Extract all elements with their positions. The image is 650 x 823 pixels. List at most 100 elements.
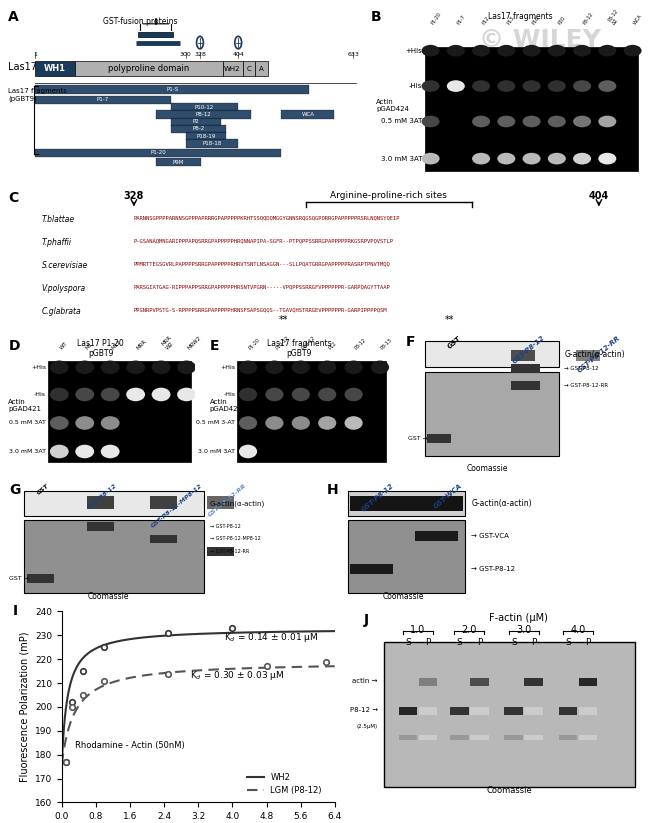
Text: polyproline domain: polyproline domain xyxy=(108,64,189,73)
Text: M12: M12 xyxy=(111,339,122,351)
Text: P1-S: P1-S xyxy=(166,87,179,92)
Text: +His: +His xyxy=(31,365,46,370)
Circle shape xyxy=(371,360,389,374)
Text: M1: M1 xyxy=(84,342,94,351)
Text: Las17 P1-20
pGBT9: Las17 P1-20 pGBT9 xyxy=(77,339,124,358)
FancyBboxPatch shape xyxy=(384,642,635,787)
Text: S: S xyxy=(456,638,462,647)
Circle shape xyxy=(101,388,120,402)
FancyBboxPatch shape xyxy=(75,62,222,76)
Text: GST: GST xyxy=(36,482,50,495)
Text: 3.0 mM 3AT: 3.0 mM 3AT xyxy=(9,449,46,454)
Text: P: P xyxy=(425,638,431,647)
FancyBboxPatch shape xyxy=(419,735,437,741)
Text: GST-P8-12: GST-P8-12 xyxy=(87,482,118,509)
Circle shape xyxy=(235,36,242,49)
Text: G-actin(α-actin): G-actin(α-actin) xyxy=(210,500,265,507)
Circle shape xyxy=(523,45,541,57)
FancyBboxPatch shape xyxy=(425,47,638,171)
Circle shape xyxy=(126,360,145,374)
FancyBboxPatch shape xyxy=(35,62,75,76)
FancyBboxPatch shape xyxy=(281,110,334,119)
Text: P10-12: P10-12 xyxy=(274,335,290,351)
Circle shape xyxy=(497,116,515,128)
Text: C: C xyxy=(8,191,18,205)
Circle shape xyxy=(265,360,283,374)
Text: (2.5μM): (2.5μM) xyxy=(357,724,378,729)
Circle shape xyxy=(472,153,490,165)
Circle shape xyxy=(497,45,515,57)
Text: P20: P20 xyxy=(557,16,566,26)
Text: P1-7: P1-7 xyxy=(97,97,109,102)
FancyBboxPatch shape xyxy=(579,707,597,714)
Text: **: ** xyxy=(445,314,454,325)
FancyBboxPatch shape xyxy=(470,707,489,714)
Text: P16: P16 xyxy=(532,16,541,26)
Text: P18-18: P18-18 xyxy=(202,141,222,146)
Circle shape xyxy=(344,360,363,374)
Text: 300: 300 xyxy=(180,52,192,57)
FancyBboxPatch shape xyxy=(419,707,437,714)
FancyBboxPatch shape xyxy=(171,103,238,111)
Circle shape xyxy=(75,444,94,458)
Text: T.blattae: T.blattae xyxy=(42,215,75,224)
Y-axis label: Fluorescence Polarization (mP): Fluorescence Polarization (mP) xyxy=(20,632,29,782)
Text: WH2: WH2 xyxy=(224,66,240,72)
Circle shape xyxy=(75,388,94,402)
Text: Arginine-proline-rich sites: Arginine-proline-rich sites xyxy=(330,191,447,200)
Circle shape xyxy=(239,444,257,458)
Text: WH1: WH1 xyxy=(44,64,66,73)
Text: Rhodamine - Actin (50nM): Rhodamine - Actin (50nM) xyxy=(75,741,185,750)
Text: P13: P13 xyxy=(506,16,515,26)
FancyBboxPatch shape xyxy=(150,535,177,543)
Circle shape xyxy=(101,360,120,374)
Text: +His: +His xyxy=(220,365,235,370)
Text: → GST-P8-12-MP8-12: → GST-P8-12-MP8-12 xyxy=(210,537,261,542)
Text: 1: 1 xyxy=(34,52,38,57)
Text: → GST-P8-12: → GST-P8-12 xyxy=(210,524,240,529)
Text: P12: P12 xyxy=(481,16,490,26)
Circle shape xyxy=(239,388,257,402)
Text: P10-12: P10-12 xyxy=(195,105,214,109)
FancyBboxPatch shape xyxy=(525,735,543,741)
Circle shape xyxy=(573,45,591,57)
Text: 2.0: 2.0 xyxy=(462,625,477,635)
Text: P12: P12 xyxy=(327,341,337,351)
Text: P1-20: P1-20 xyxy=(430,12,443,26)
Text: 404: 404 xyxy=(589,191,609,201)
FancyBboxPatch shape xyxy=(512,381,540,389)
Circle shape xyxy=(548,116,566,128)
Text: -His: -His xyxy=(224,392,235,397)
Text: 4.0: 4.0 xyxy=(571,625,586,635)
Text: C.glabrata: C.glabrata xyxy=(42,308,81,316)
FancyBboxPatch shape xyxy=(48,360,191,463)
FancyBboxPatch shape xyxy=(504,735,523,741)
FancyBboxPatch shape xyxy=(156,110,252,119)
Circle shape xyxy=(472,81,490,92)
FancyBboxPatch shape xyxy=(424,372,559,456)
Circle shape xyxy=(472,45,490,57)
FancyBboxPatch shape xyxy=(525,707,543,714)
Text: 1.0: 1.0 xyxy=(410,625,426,635)
Text: GST-P8-12-MP8-12: GST-P8-12-MP8-12 xyxy=(150,482,203,528)
FancyBboxPatch shape xyxy=(242,62,255,76)
Circle shape xyxy=(422,81,439,92)
Circle shape xyxy=(447,45,465,57)
FancyBboxPatch shape xyxy=(222,62,242,76)
Text: **: ** xyxy=(279,314,289,325)
FancyBboxPatch shape xyxy=(207,496,234,509)
Text: GST-WCA: GST-WCA xyxy=(432,482,463,510)
Circle shape xyxy=(447,81,465,92)
FancyBboxPatch shape xyxy=(207,546,234,556)
Text: 328: 328 xyxy=(124,191,144,201)
Text: GST-P8-12-RR: GST-P8-12-RR xyxy=(207,482,247,518)
FancyBboxPatch shape xyxy=(87,523,114,531)
Text: I: I xyxy=(12,604,18,618)
FancyBboxPatch shape xyxy=(450,707,469,714)
FancyBboxPatch shape xyxy=(237,360,386,463)
FancyBboxPatch shape xyxy=(579,735,597,741)
Text: S: S xyxy=(405,638,411,647)
Text: GST →: GST → xyxy=(10,576,29,581)
Circle shape xyxy=(598,81,616,92)
FancyBboxPatch shape xyxy=(171,118,221,126)
